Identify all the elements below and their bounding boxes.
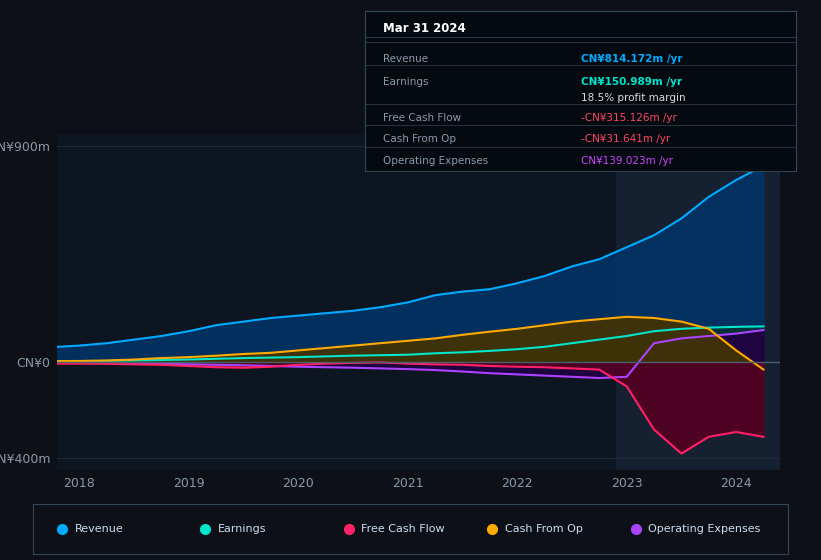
Text: Cash From Op: Cash From Op (505, 524, 583, 534)
Text: -CN¥315.126m /yr: -CN¥315.126m /yr (581, 113, 677, 123)
Bar (616, 134, 780, 470)
Text: CN¥814.172m /yr: CN¥814.172m /yr (581, 54, 682, 64)
Text: Free Cash Flow: Free Cash Flow (383, 113, 461, 123)
Text: Free Cash Flow: Free Cash Flow (361, 524, 445, 534)
Text: Mar 31 2024: Mar 31 2024 (383, 22, 466, 35)
Text: CN¥150.989m /yr: CN¥150.989m /yr (581, 77, 682, 87)
Text: -CN¥31.641m /yr: -CN¥31.641m /yr (581, 134, 670, 144)
Text: Earnings: Earnings (383, 77, 428, 87)
Text: Cash From Op: Cash From Op (383, 134, 456, 144)
Text: Operating Expenses: Operating Expenses (649, 524, 761, 534)
Text: Operating Expenses: Operating Expenses (383, 156, 488, 166)
Text: CN¥139.023m /yr: CN¥139.023m /yr (581, 156, 673, 166)
Text: Revenue: Revenue (383, 54, 428, 64)
Text: Revenue: Revenue (75, 524, 123, 534)
Text: Earnings: Earnings (218, 524, 266, 534)
Text: 18.5% profit margin: 18.5% profit margin (581, 92, 686, 102)
